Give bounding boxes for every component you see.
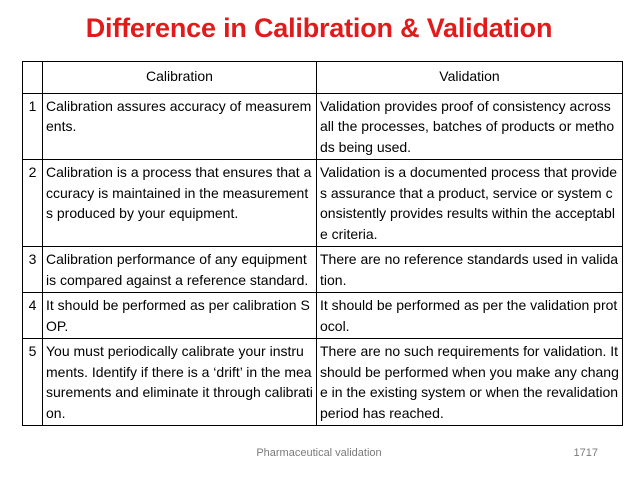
validation-cell: Validation provides proof of consistency… <box>316 92 623 160</box>
row-number: 2 <box>22 159 43 247</box>
calibration-cell: Calibration performance of any equipment… <box>42 246 317 293</box>
slide-title: Difference in Calibration & Validation <box>85 13 553 43</box>
header-validation: Validation <box>316 61 623 94</box>
footer-label: Pharmaceutical validation <box>256 447 382 459</box>
calibration-cell: You must periodically calibrate your ins… <box>42 338 317 426</box>
header-calibration: Calibration <box>42 61 317 94</box>
header-number <box>22 61 43 94</box>
table-header-row: Calibration Validation <box>22 61 623 94</box>
validation-cell: There are no such requirements for valid… <box>316 338 623 426</box>
calibration-cell: Calibration is a process that ensures th… <box>42 159 317 247</box>
table-row: 2 Calibration is a process that ensures … <box>22 159 623 247</box>
calibration-cell: It should be performed as per calibratio… <box>42 292 317 339</box>
row-number: 3 <box>22 246 43 293</box>
comparison-table: Calibration Validation 1 Calibration ass… <box>22 61 623 426</box>
row-number: 4 <box>22 292 43 339</box>
table-row: 1 Calibration assures accuracy of measur… <box>22 92 623 160</box>
validation-cell: There are no reference standards used in… <box>316 246 623 293</box>
table-row: 4 It should be performed as per calibrat… <box>22 292 623 339</box>
validation-cell: Validation is a documented process that … <box>316 159 623 247</box>
row-number: 5 <box>22 338 43 426</box>
validation-cell: It should be performed as per the valida… <box>316 292 623 339</box>
page-number: 1717 <box>573 447 598 459</box>
table-row: 3 Calibration performance of any equipme… <box>22 246 623 293</box>
calibration-cell: Calibration assures accuracy of measurem… <box>42 92 317 160</box>
table-row: 5 You must periodically calibrate your i… <box>22 338 623 426</box>
row-number: 1 <box>22 92 43 160</box>
